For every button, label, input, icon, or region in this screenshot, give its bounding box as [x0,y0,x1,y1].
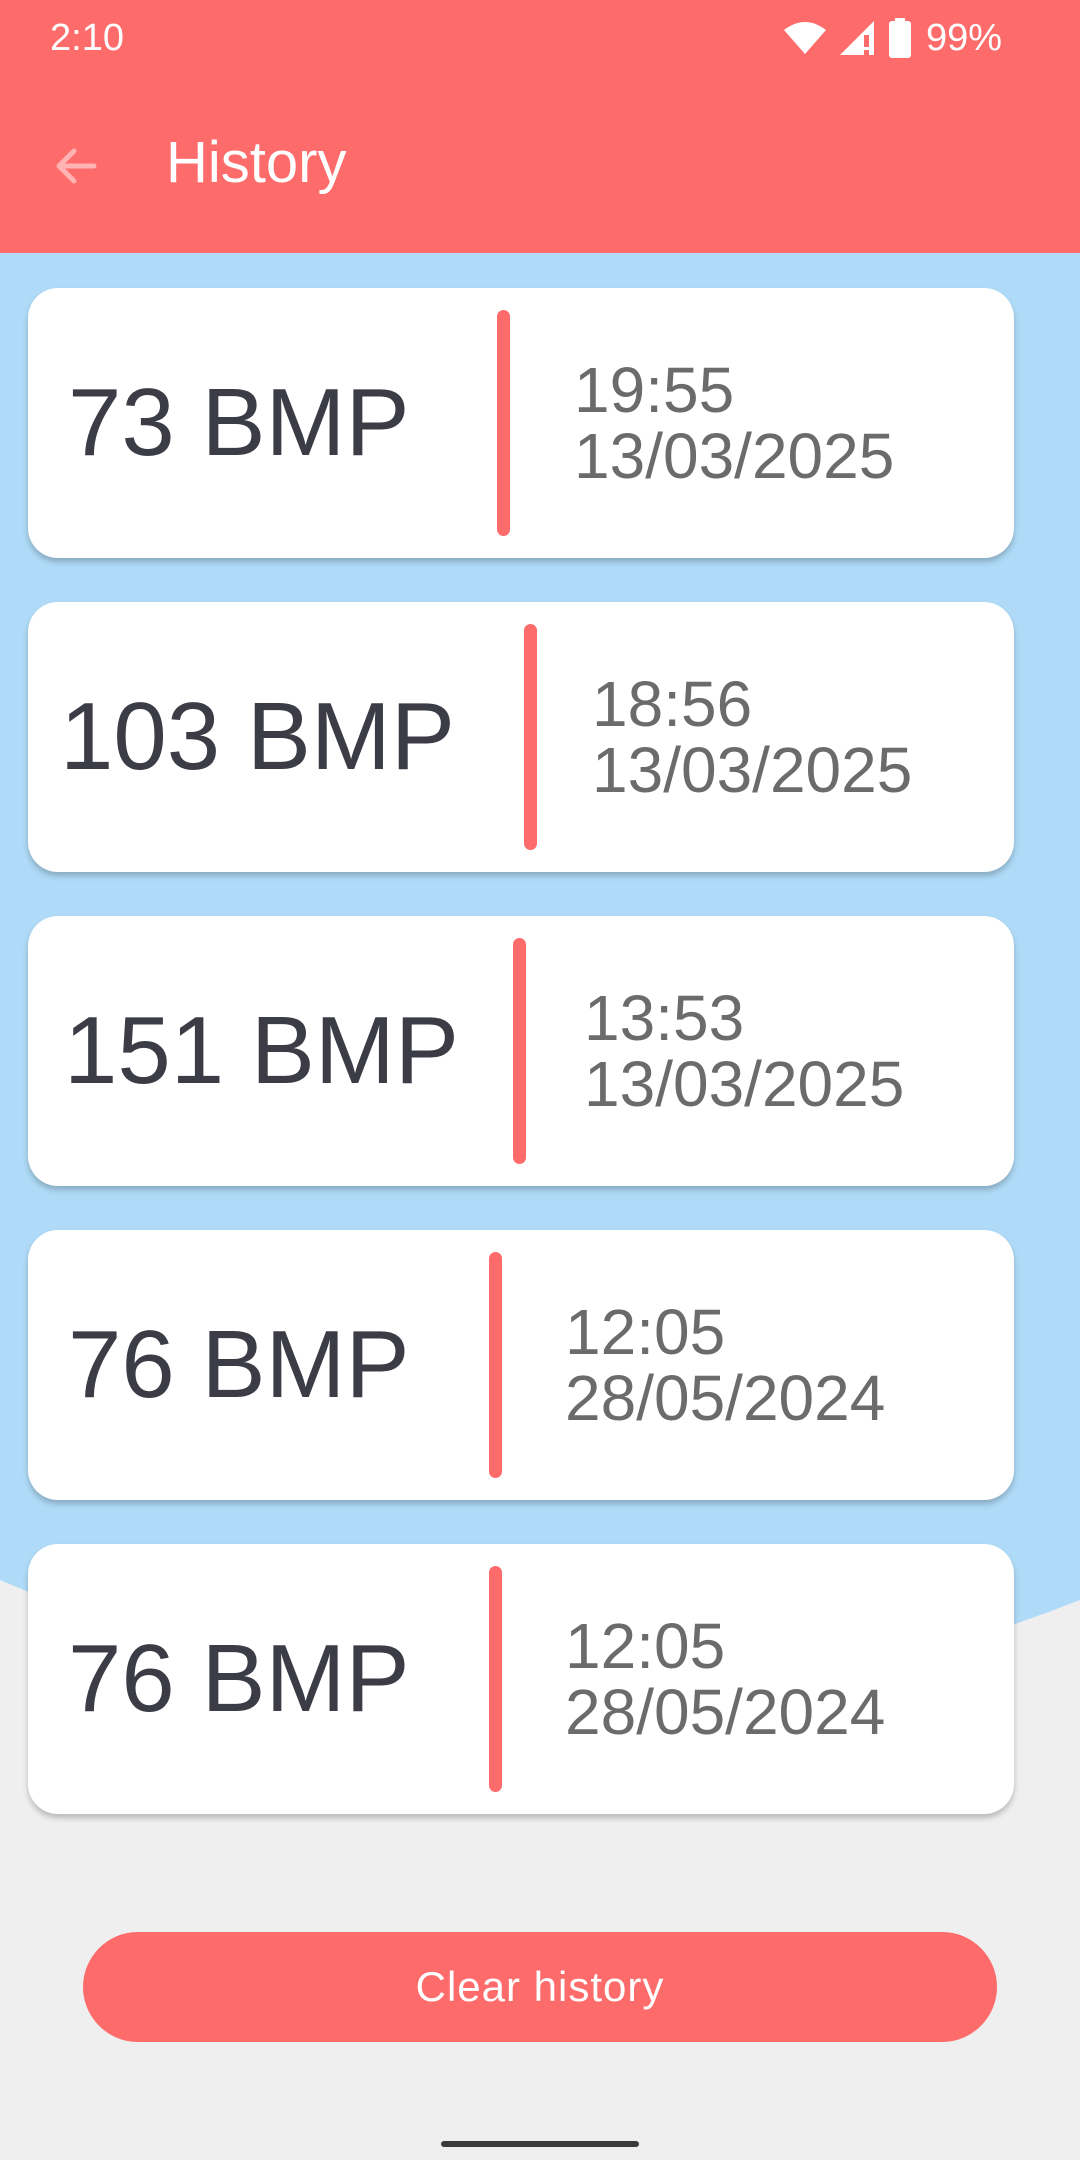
history-card[interactable]: 73 BMP 19:55 13/03/2025 [28,288,1014,558]
history-card[interactable]: 76 BMP 12:05 28/05/2024 [28,1230,1014,1500]
bpm-value: 76 BMP [68,1311,410,1418]
history-card[interactable]: 76 BMP 12:05 28/05/2024 [28,1544,1014,1814]
history-card[interactable]: 103 BMP 18:56 13/03/2025 [28,602,1014,872]
battery-icon [888,18,912,58]
history-date: 13/03/2025 [574,420,895,492]
card-divider [524,624,537,850]
card-divider [513,938,526,1164]
bpm-value: 73 BMP [68,369,410,476]
status-icons: 99% [782,14,1002,62]
history-date: 13/03/2025 [584,1048,905,1120]
history-time: 13:53 [584,982,745,1054]
history-time: 12:05 [565,1610,726,1682]
history-datetime: 12:05 28/05/2024 [565,1544,885,1814]
card-divider [489,1252,502,1478]
status-bar: 2:10 99% [0,0,1080,76]
battery-percentage: 99% [925,17,1002,59]
signal-icon [838,19,878,57]
wifi-icon [782,20,828,56]
history-card[interactable]: 151 BMP 13:53 13/03/2025 [28,916,1014,1186]
history-time: 12:05 [565,1296,726,1368]
status-time: 2:10 [50,17,124,59]
back-button[interactable] [36,126,116,206]
history-datetime: 13:53 13/03/2025 [584,916,904,1186]
arrow-back-icon [56,148,97,184]
card-divider [497,310,510,536]
history-datetime: 19:55 13/03/2025 [574,288,894,558]
history-time: 18:56 [592,668,753,740]
history-datetime: 12:05 28/05/2024 [565,1230,885,1500]
page-title: History [166,130,347,195]
bpm-value: 103 BMP [60,683,455,790]
card-divider [489,1566,502,1792]
history-date: 28/05/2024 [565,1362,886,1434]
history-date: 28/05/2024 [565,1676,886,1748]
bpm-value: 151 BMP [64,997,459,1104]
history-time: 19:55 [574,354,735,426]
app-bar: History [0,76,1080,253]
bpm-value: 76 BMP [68,1625,410,1732]
history-datetime: 18:56 13/03/2025 [592,602,912,872]
clear-history-button[interactable]: Clear history [83,1932,997,2042]
history-date: 13/03/2025 [592,734,913,806]
home-indicator[interactable] [441,2141,639,2147]
history-list: 73 BMP 19:55 13/03/2025 103 BMP 18:56 13… [28,288,1014,1858]
